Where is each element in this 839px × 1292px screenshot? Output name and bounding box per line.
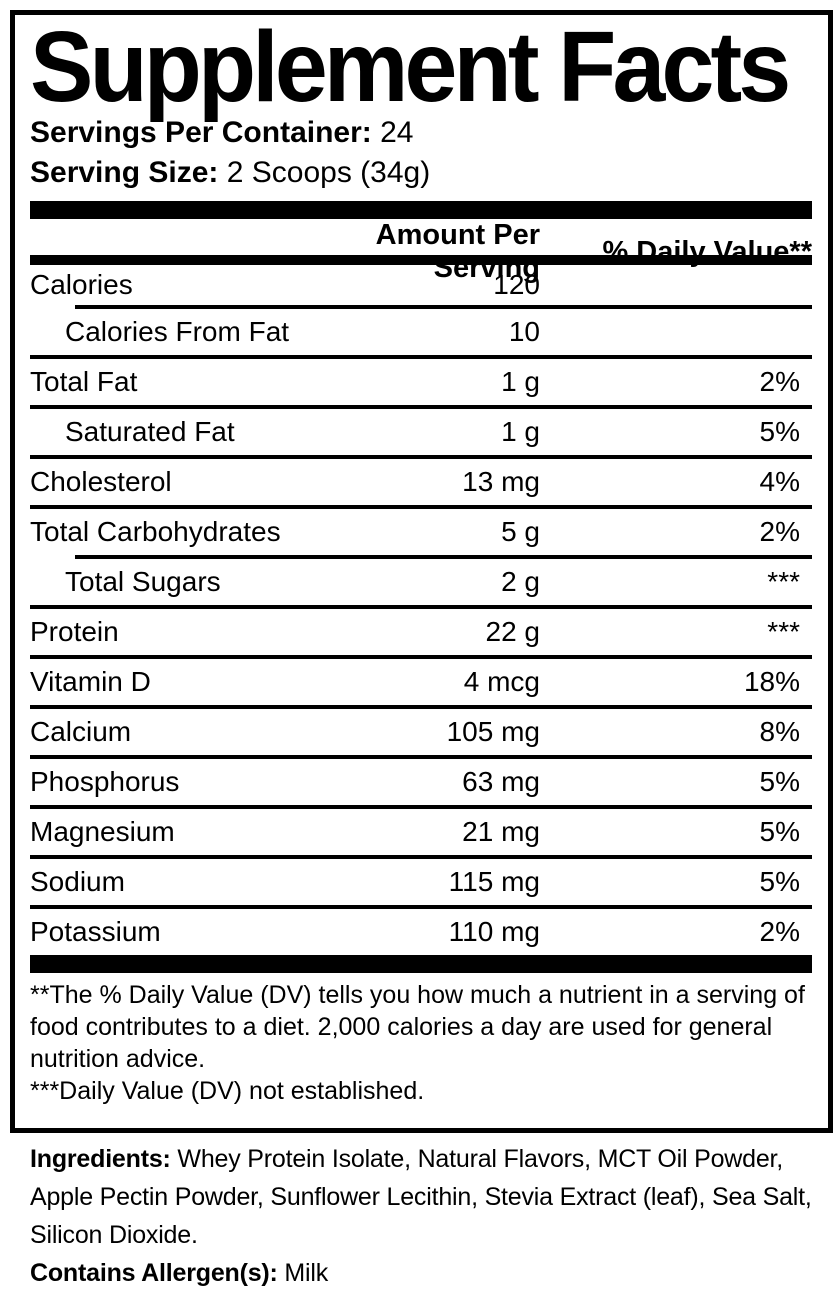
serving-size-value: 2 Scoops (34g) — [226, 156, 431, 189]
row-separator — [30, 705, 812, 709]
nutrient-name: Calories — [30, 269, 133, 300]
nutrient-amount: 105 mg — [446, 716, 540, 747]
nutrient-amount: 110 mg — [448, 916, 540, 947]
nutrient-amount: 63 mg — [462, 766, 540, 797]
nutrient-amount: 10 — [508, 316, 540, 347]
nutrient-daily-value: 8% — [759, 716, 800, 747]
row-separator — [30, 505, 812, 509]
nutrient-daily-value: 4% — [759, 466, 800, 497]
nutrient-amount: 13 mg — [462, 466, 540, 497]
nutrient-amount: 5 g — [501, 516, 540, 547]
nutrient-name: Total Carbohydrates — [30, 516, 281, 547]
servings-per-container-label: Servings Per Container: — [30, 116, 372, 149]
serving-size-label: Serving Size: — [30, 156, 219, 189]
row-separator — [75, 305, 812, 309]
allergens-line: Contains Allergen(s): Milk — [30, 1254, 812, 1292]
footnote-dv-not-established: ***Daily Value (DV) not established. — [30, 1077, 425, 1105]
nutrient-name: Total Sugars — [65, 566, 221, 597]
ingredients-value: Whey Protein Isolate, Natural Flavors, M… — [30, 1145, 812, 1249]
serving-size: Serving Size: 2 Scoops (34g) — [30, 153, 812, 193]
nutrient-daily-value: 2% — [759, 516, 800, 547]
nutrient-row: Sodium 115 mg 5% — [30, 855, 812, 905]
nutrient-name: Phosphorus — [30, 766, 180, 797]
nutrient-amount: 4 mcg — [463, 666, 540, 697]
nutrient-name: Total Fat — [30, 366, 138, 397]
ingredients-section: Ingredients: Whey Protein Isolate, Natur… — [30, 1140, 812, 1292]
nutrient-daily-value: *** — [767, 616, 800, 647]
header-amount-per-serving: Amount Per Serving — [375, 219, 540, 284]
nutrient-row: Magnesium 21 mg 5% — [30, 805, 812, 855]
nutrient-amount: 21 mg — [462, 816, 540, 847]
nutrient-name: Calcium — [30, 716, 132, 747]
ingredients-line: Ingredients: Whey Protein Isolate, Natur… — [30, 1140, 812, 1254]
panel-title: Supplement Facts — [30, 11, 791, 123]
nutrient-row: Vitamin D 4 mcg 18% — [30, 655, 812, 705]
nutrient-amount: 22 g — [485, 616, 541, 647]
row-separator — [30, 605, 812, 609]
row-separator — [30, 855, 812, 859]
nutrient-row: Saturated Fat 1 g 5% — [30, 405, 812, 455]
row-separator — [30, 455, 812, 459]
nutrient-daily-value: 5% — [759, 416, 800, 447]
table-header-row: Amount Per Serving % Daily Value** — [30, 219, 812, 284]
nutrient-daily-value: 2% — [759, 366, 800, 397]
nutrient-name: Vitamin D — [30, 666, 151, 697]
nutrient-daily-value: 5% — [759, 816, 800, 847]
nutrient-amount: 1 g — [501, 366, 540, 397]
divider-thick-bottom — [30, 955, 812, 973]
divider-thick-top — [30, 201, 812, 219]
footnotes: **The % Daily Value (DV) tells you how m… — [30, 979, 812, 1107]
nutrient-rows: Calories 120 Calories From Fat 10 Total … — [30, 265, 812, 955]
nutrient-daily-value: 2% — [759, 916, 800, 947]
nutrient-name: Potassium — [30, 916, 161, 947]
nutrient-amount: 1 g — [501, 416, 540, 447]
nutrient-name: Sodium — [30, 866, 125, 897]
nutrient-row: Calories 120 — [30, 265, 812, 305]
nutrient-row: Protein 22 g *** — [30, 605, 812, 655]
row-separator — [75, 555, 812, 559]
nutrient-amount: 120 — [493, 269, 540, 300]
row-separator — [30, 655, 812, 659]
nutrient-name: Cholesterol — [30, 466, 172, 497]
nutrient-amount: 2 g — [501, 566, 540, 597]
supplement-facts-panel: Supplement Facts Servings Per Container:… — [10, 10, 833, 1133]
nutrient-daily-value: 5% — [759, 766, 800, 797]
nutrient-row: Total Fat 1 g 2% — [30, 355, 812, 405]
nutrient-name: Magnesium — [30, 816, 175, 847]
nutrient-row: Cholesterol 13 mg 4% — [30, 455, 812, 505]
servings-per-container-value: 24 — [380, 116, 414, 149]
nutrient-name: Protein — [30, 616, 119, 647]
row-separator — [30, 355, 812, 359]
nutrient-daily-value: 18% — [743, 666, 800, 697]
ingredients-label: Ingredients: — [30, 1145, 171, 1173]
row-separator — [30, 755, 812, 759]
nutrient-daily-value: *** — [767, 566, 800, 597]
header-daily-value: % Daily Value** — [602, 235, 812, 268]
row-separator — [30, 905, 812, 909]
nutrient-row: Potassium 110 mg 2% — [30, 905, 812, 955]
row-separator — [30, 805, 812, 809]
nutrient-amount: 115 mg — [448, 866, 540, 897]
servings-per-container: Servings Per Container: 24 — [30, 113, 812, 153]
nutrient-row: Phosphorus 63 mg 5% — [30, 755, 812, 805]
nutrient-row: Calories From Fat 10 — [30, 305, 812, 355]
allergens-label: Contains Allergen(s): — [30, 1259, 278, 1287]
allergens-value: Milk — [284, 1259, 329, 1287]
nutrient-daily-value: 5% — [759, 866, 800, 897]
nutrient-name: Saturated Fat — [65, 416, 235, 447]
nutrient-row: Total Sugars 2 g *** — [30, 555, 812, 605]
row-separator — [30, 405, 812, 409]
nutrient-name: Calories From Fat — [65, 316, 290, 347]
footnote-daily-value: **The % Daily Value (DV) tells you how m… — [30, 981, 805, 1073]
nutrient-row: Calcium 105 mg 8% — [30, 705, 812, 755]
nutrient-row: Total Carbohydrates 5 g 2% — [30, 505, 812, 555]
